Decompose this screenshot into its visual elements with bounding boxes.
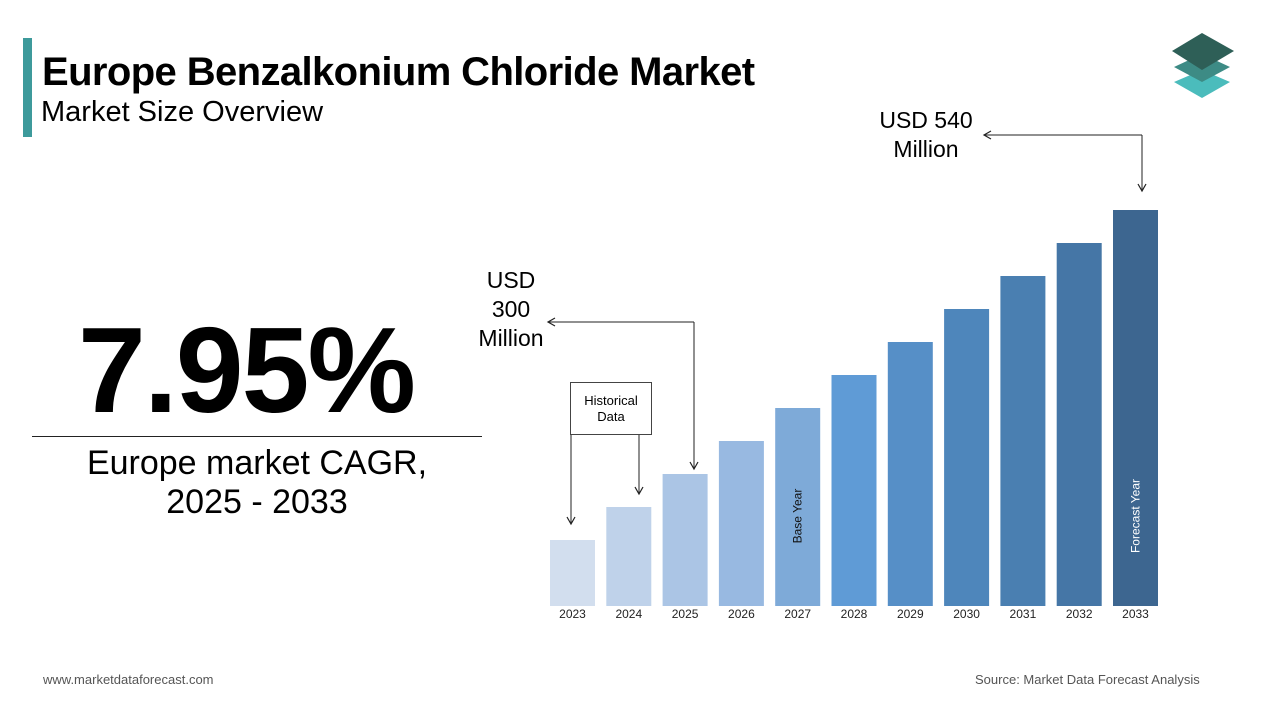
cagr-label: Europe market CAGR, 2025 - 2033 [32,444,482,522]
cagr-value: 7.95% [78,302,416,438]
footer-website: www.marketdataforecast.com [43,672,214,687]
top-annotation-line1: USD 540 [879,107,973,133]
x-tick-label-2025: 2025 [672,607,699,621]
title-accent-bar [23,38,32,137]
mid-annotation-line1: USD [486,267,536,293]
cagr-label-line2: 2025 - 2033 [166,483,348,521]
page-title: Europe Benzalkonium Chloride Market [42,50,755,94]
bar-2030 [944,309,990,606]
x-tick-label-2033: 2033 [1122,607,1149,621]
x-tick-label-2028: 2028 [841,607,868,621]
top-value-annotation: USD 540 Million [866,106,986,164]
base-year-label: Base Year [791,489,805,544]
logo-layer-top [1172,33,1234,70]
x-tick-label-2026: 2026 [728,607,755,621]
bar-2029 [887,342,933,606]
bar-2024 [606,507,652,606]
top-annotation-line2: Million [893,136,959,162]
x-tick-label-2024: 2024 [615,607,642,621]
x-tick-label-2031: 2031 [1010,607,1037,621]
x-tick-label-2030: 2030 [953,607,980,621]
historical-box-line2: Data [597,408,625,424]
mid-value-annotation: USD 300 Million [466,266,556,353]
bar-2033 [1113,210,1158,606]
cagr-label-line1: Europe market CAGR, [86,444,428,482]
footer-source: Source: Market Data Forecast Analysis [975,672,1200,687]
bar-2028 [831,375,877,606]
mid-annotation-line3: Million [478,325,544,351]
cagr-divider [32,436,482,437]
bar-2026 [718,441,764,606]
historical-box-line1: Historical [584,392,638,408]
bar-2023 [550,540,595,606]
logo-layer-bottom [1174,70,1230,98]
bar-2031 [1000,276,1046,606]
mid-annotation-line2: 300 [491,296,531,322]
historical-data-box: Historical Data [570,382,652,435]
bar-2025 [662,474,708,606]
page-subtitle: Market Size Overview [41,96,324,128]
forecast-year-label: Forecast Year [1129,479,1143,553]
x-tick-label-2032: 2032 [1066,607,1093,621]
x-tick-labels: 2023 2024 2025 2026 2027 2028 2029 2030 2031 2032… [559,607,1149,621]
x-tick-label-2027: 2027 [784,607,811,621]
bar-2027 [775,408,821,606]
x-tick-label-2023: 2023 [559,607,586,621]
bar-2032 [1056,243,1102,606]
bars-layer [550,210,1158,606]
layered-squares-logo-icon [1172,33,1234,98]
x-tick-label-2029: 2029 [897,607,924,621]
